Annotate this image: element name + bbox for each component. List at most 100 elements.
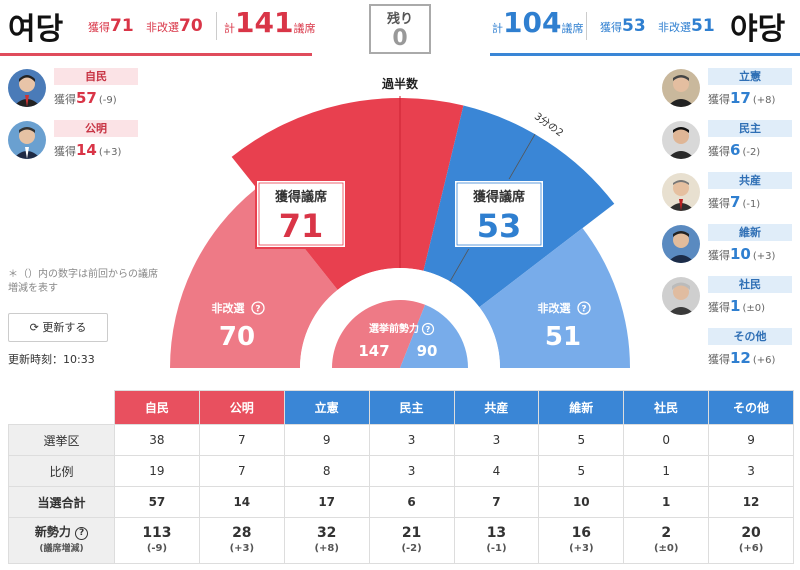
ruling-pre-value: 147 (358, 342, 389, 360)
table-cell: 7 (198, 455, 285, 487)
table-header: 共産 (453, 390, 540, 425)
help-icon-glyph: ? (426, 325, 431, 334)
opposition-nonelect-value: 51 (545, 322, 581, 352)
opposition-total-stat: 計104議席 (492, 6, 584, 39)
opposition-pre-value: 90 (417, 342, 438, 360)
opposition-header: 計104議席 獲得53 非改選51 야당 (490, 0, 800, 56)
table-header: その他 (708, 390, 794, 425)
party-won: 獲得6 (-2) (708, 141, 761, 159)
divider (586, 12, 587, 40)
party-won: 獲得7 (-1) (708, 193, 761, 211)
ruling-nonelect-stat: 非改選70 (146, 16, 203, 36)
table-cell: 14 (198, 486, 285, 518)
table-header: 維新 (538, 390, 625, 425)
help-icon (577, 301, 591, 315)
party-name: 自民 (54, 68, 138, 85)
help-icon (251, 301, 265, 315)
party-card-kyosan[interactable]: 共産 獲得7 (-1) (662, 172, 794, 216)
party-name: 社民 (708, 276, 792, 293)
avatar (662, 173, 700, 211)
party-card-ishin[interactable]: 維新 獲得10 (+3) (662, 224, 794, 268)
table-header-row: 自民 公明 立憲 民主 共産 維新 社民 その他 (8, 390, 794, 425)
opposition-nonelect-stat: 非改選51 (658, 16, 715, 36)
party-won: 獲得1 (±0) (708, 297, 765, 315)
party-name: 公明 (54, 120, 138, 137)
party-name: 共産 (708, 172, 792, 189)
avatar (662, 121, 700, 159)
row-label: 選挙区 (8, 424, 115, 456)
remaining-label: 残り (386, 12, 413, 27)
avatar (8, 121, 46, 159)
opposition-nonelect-sector (479, 228, 630, 368)
opposition-nonelect-label: 非改選 (538, 301, 571, 315)
majority-label: 過半数 (381, 76, 419, 91)
table-cell: 3 (368, 424, 455, 456)
ruling-won-box-label: 獲得議席 (275, 189, 327, 205)
table-cell: 1 (623, 486, 710, 518)
table-row-total: 当選合計 57 14 17 6 7 10 1 12 (8, 486, 794, 518)
table-cell: 32 (+8) (283, 517, 370, 564)
two-thirds-label: 3分の2 (532, 110, 566, 139)
table-cell: 0 (623, 424, 710, 456)
table-row: 選挙区 38 7 9 3 3 5 0 9 (8, 424, 794, 456)
table-cell: 1 (623, 455, 710, 487)
party-name: 維新 (708, 224, 792, 241)
party-name: その他 (708, 328, 792, 345)
refresh-icon: ⟳ (29, 321, 39, 334)
row-label: 当選合計 (8, 486, 115, 518)
avatar (8, 69, 46, 107)
party-card-minshu[interactable]: 民主 獲得6 (-2) (662, 120, 794, 164)
party-name: 立憲 (708, 68, 792, 85)
ruling-nonelect-sector (170, 188, 338, 368)
ruling-won-box-inner (258, 182, 344, 246)
row-label: 新勢力 ? (議席増減) (8, 517, 115, 564)
ruling-header: 여당 獲得71 非改選70 計141議席 (0, 0, 316, 56)
help-icon[interactable]: ? (75, 527, 89, 540)
pre-election-label: 選挙前勢力 (369, 322, 419, 335)
avatar (662, 277, 700, 315)
party-card-jimin[interactable]: 自民 獲得57 (-9) (8, 68, 148, 112)
table-row-new-power: 新勢力 ? (議席増減) 113 (-9) 28 (+3) 32 (+8) 21 (-2)… (8, 517, 794, 564)
party-card-rikken[interactable]: 立憲 獲得17 (+8) (662, 68, 794, 112)
ruling-won-stat: 獲得71 (88, 16, 134, 36)
opposition-won-box (453, 179, 545, 249)
party-card-other[interactable]: その他 獲得12 (+6) (662, 328, 794, 372)
table-cell: 2 (±0) (623, 517, 710, 564)
table-cell: 38 (114, 424, 200, 456)
table-header: 自民 (114, 390, 200, 425)
opposition-won-box-inner (456, 182, 542, 246)
table-cell: 21 (-2) (368, 517, 455, 564)
table-row: 比例 19 7 8 3 4 5 1 3 (8, 455, 794, 487)
avatar (662, 225, 700, 263)
table-cell: 5 (538, 424, 625, 456)
table-cell: 9 (283, 424, 370, 456)
party-won: 獲得17 (+8) (708, 89, 776, 107)
update-time: 更新時刻：10:33 (8, 353, 95, 366)
table-cell: 3 (368, 455, 455, 487)
party-won: 獲得10 (+3) (708, 245, 776, 263)
table-cell: 9 (708, 424, 794, 456)
avatar (662, 69, 700, 107)
opposition-pre-sector (400, 304, 468, 368)
opposition-won-box-label: 獲得議席 (473, 189, 525, 205)
help-icon-glyph: ? (581, 305, 586, 315)
ruling-won-sector (231, 97, 464, 290)
table-cell: 19 (114, 455, 200, 487)
help-icon (421, 322, 435, 336)
ruling-total-stat: 計141議席 (224, 6, 316, 39)
help-icon-glyph: ? (255, 305, 260, 315)
update-button-label: 更新する (42, 321, 87, 334)
results-table: 自民 公明 立憲 民主 共産 維新 社民 その他 選挙区 38 7 9 3 3 … (8, 390, 794, 564)
update-button[interactable]: ⟳ 更新する (8, 313, 108, 342)
table-cell: 6 (368, 486, 455, 518)
table-cell: 17 (283, 486, 370, 518)
party-card-shamin[interactable]: 社民 獲得1 (±0) (662, 276, 794, 320)
table-cell: 57 (114, 486, 200, 518)
row-label: 比例 (8, 455, 115, 487)
ruling-won-box (255, 179, 347, 249)
note-text: ＊（）内の数字は前回からの議席増減を表す (8, 269, 158, 294)
table-cell: 3 (708, 455, 794, 487)
opposition-won-stat: 獲得53 (600, 16, 646, 36)
opposition-title: 야당 (730, 12, 786, 47)
party-card-komei[interactable]: 公明 獲得14 (+3) (8, 120, 148, 164)
